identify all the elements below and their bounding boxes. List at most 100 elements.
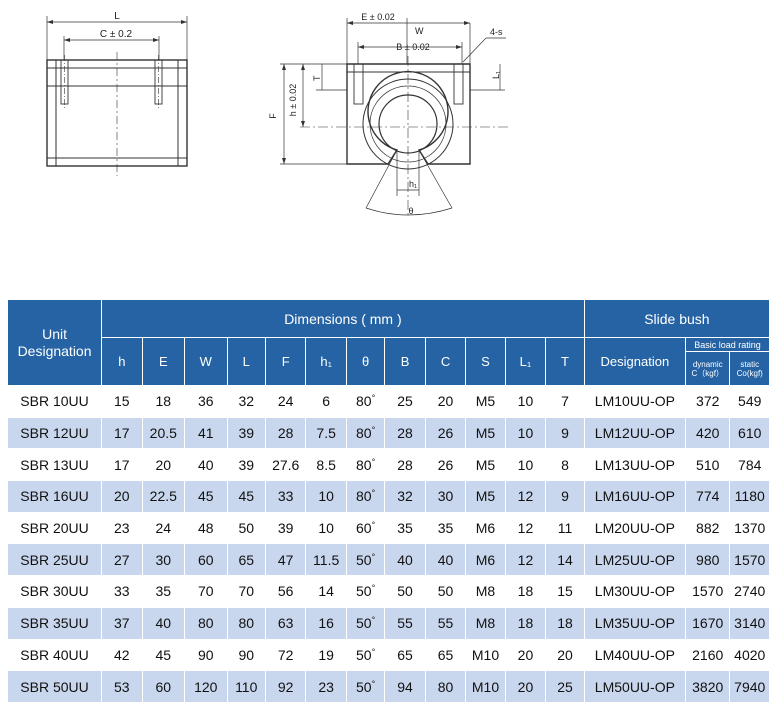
cell-S: M5 xyxy=(465,480,506,513)
theta-value: 50 xyxy=(356,551,372,568)
header-col-F: F xyxy=(264,337,307,386)
header-static-line1: static xyxy=(740,359,760,369)
cell-L: 70 xyxy=(226,575,266,608)
cell-L1: 10 xyxy=(504,416,547,450)
cell-designation: LM12UU-OP xyxy=(583,416,686,450)
header-basic-load-rating: Basic load rating xyxy=(684,337,771,352)
header-static-line2: Co(kgf) xyxy=(736,368,763,378)
cell-h: 42 xyxy=(101,638,143,672)
header-col-E: E xyxy=(141,337,186,386)
bearing-side-view xyxy=(46,16,188,176)
cell-h1: 10 xyxy=(305,511,347,545)
cell-L: 32 xyxy=(226,385,266,418)
cell-designation: LM40UU-OP xyxy=(583,638,686,672)
cell-L: 45 xyxy=(226,480,266,513)
cell-h: 20 xyxy=(101,480,143,513)
label-T: T xyxy=(312,75,322,81)
cell-W: 80 xyxy=(184,606,228,640)
cell-T: 9 xyxy=(545,480,585,513)
header-col-B: B xyxy=(384,337,426,386)
theta-value: 50 xyxy=(356,646,372,663)
cell-static: 4020 xyxy=(729,638,770,672)
cell-T: 7 xyxy=(545,385,585,418)
cell-F: 28 xyxy=(264,416,307,450)
cell-L1: 12 xyxy=(504,511,547,545)
theta-value: 80 xyxy=(356,393,372,410)
theta-value: 80 xyxy=(356,425,372,442)
header-unit-line2: Designation xyxy=(17,342,92,359)
cell-F: 33 xyxy=(264,480,307,513)
table-row: SBR 50UU 53 60 120 110 92 23 50° 94 80 M10 20 25 LM50… xyxy=(6,670,770,703)
header-unit-line1: Unit xyxy=(42,325,67,342)
header-unit-designation: Unit Designation xyxy=(6,299,103,386)
degree-symbol: ° xyxy=(371,520,376,531)
header-dimensions: Dimensions ( mm ) xyxy=(101,299,585,338)
cell-C: 30 xyxy=(424,480,467,513)
cell-h1: 10 xyxy=(305,480,347,513)
degree-symbol: ° xyxy=(371,488,376,499)
cell-C: 35 xyxy=(424,511,467,545)
cell-S: M8 xyxy=(465,575,506,608)
table-row: SBR 20UU 23 24 48 50 39 10 60° 35 35 M6 12 11 LM20UU-… xyxy=(6,511,770,545)
cell-T: 15 xyxy=(545,575,585,608)
header-col-h: h xyxy=(101,337,143,386)
degree-symbol: ° xyxy=(371,583,376,594)
cell-h1: 23 xyxy=(305,670,347,703)
theta-value: 50 xyxy=(356,615,372,632)
cell-h1: 7.5 xyxy=(305,416,347,450)
cell-B: 28 xyxy=(384,448,426,482)
table-row: SBR 12UU 17 20.5 41 39 28 7.5 80° 28 26 M5 10 9 LM12U… xyxy=(6,416,770,450)
table-row: SBR 25UU 27 30 60 65 47 11.5 50° 40 40 M6 12 14 LM25U… xyxy=(6,543,770,577)
cell-C: 50 xyxy=(424,575,467,608)
cell-designation: LM10UU-OP xyxy=(583,385,686,418)
label-h: h ± 0.02 xyxy=(288,84,298,116)
degree-symbol: ° xyxy=(371,646,376,657)
cell-unit: SBR 40UU xyxy=(6,638,103,672)
cell-S: M8 xyxy=(465,606,506,640)
cell-static: 549 xyxy=(729,385,770,418)
cell-h1: 16 xyxy=(305,606,347,640)
label-theta: θ xyxy=(408,206,413,216)
header-col-h1: h₁ xyxy=(305,337,347,386)
table-body: SBR 10UU 15 18 36 32 24 6 80° 25 20 M5 10 7 LM10UU-OP… xyxy=(6,385,770,703)
cell-E: 60 xyxy=(141,670,186,703)
header-col-L: L xyxy=(226,337,266,386)
cell-F: 39 xyxy=(264,511,307,545)
cell-W: 48 xyxy=(184,511,228,545)
cell-F: 56 xyxy=(264,575,307,608)
cell-S: M5 xyxy=(465,448,506,482)
cell-theta: 60° xyxy=(345,511,386,545)
cell-S: M10 xyxy=(465,638,506,672)
degree-symbol: ° xyxy=(371,678,376,689)
cell-F: 72 xyxy=(264,638,307,672)
cell-dynamic: 1670 xyxy=(684,606,731,640)
header-static: static Co(kgf) xyxy=(729,351,770,386)
theta-value: 60 xyxy=(356,520,372,537)
cell-C: 26 xyxy=(424,416,467,450)
cell-unit: SBR 25UU xyxy=(6,543,103,577)
cell-static: 2740 xyxy=(729,575,770,608)
cell-static: 1370 xyxy=(729,511,770,545)
table-row: SBR 10UU 15 18 36 32 24 6 80° 25 20 M5 10 7 LM10UU-OP… xyxy=(6,385,770,418)
cell-dynamic: 2160 xyxy=(684,638,731,672)
cell-theta: 50° xyxy=(345,670,386,703)
cell-W: 120 xyxy=(184,670,228,703)
cell-static: 1180 xyxy=(729,480,770,513)
cell-C: 20 xyxy=(424,385,467,418)
cell-T: 8 xyxy=(545,448,585,482)
cell-dynamic: 3820 xyxy=(684,670,731,703)
degree-symbol: ° xyxy=(371,425,376,436)
cell-theta: 50° xyxy=(345,638,386,672)
cell-theta: 50° xyxy=(345,575,386,608)
cell-E: 45 xyxy=(141,638,186,672)
cell-C: 55 xyxy=(424,606,467,640)
cell-C: 65 xyxy=(424,638,467,672)
cell-C: 26 xyxy=(424,448,467,482)
cell-h1: 19 xyxy=(305,638,347,672)
cell-W: 41 xyxy=(184,416,228,450)
table-row: SBR 16UU 20 22.5 45 45 33 10 80° 32 30 M5 12 9 LM16UU… xyxy=(6,480,770,513)
cell-h1: 11.5 xyxy=(305,543,347,577)
cell-designation: LM16UU-OP xyxy=(583,480,686,513)
cell-W: 36 xyxy=(184,385,228,418)
cell-B: 35 xyxy=(384,511,426,545)
